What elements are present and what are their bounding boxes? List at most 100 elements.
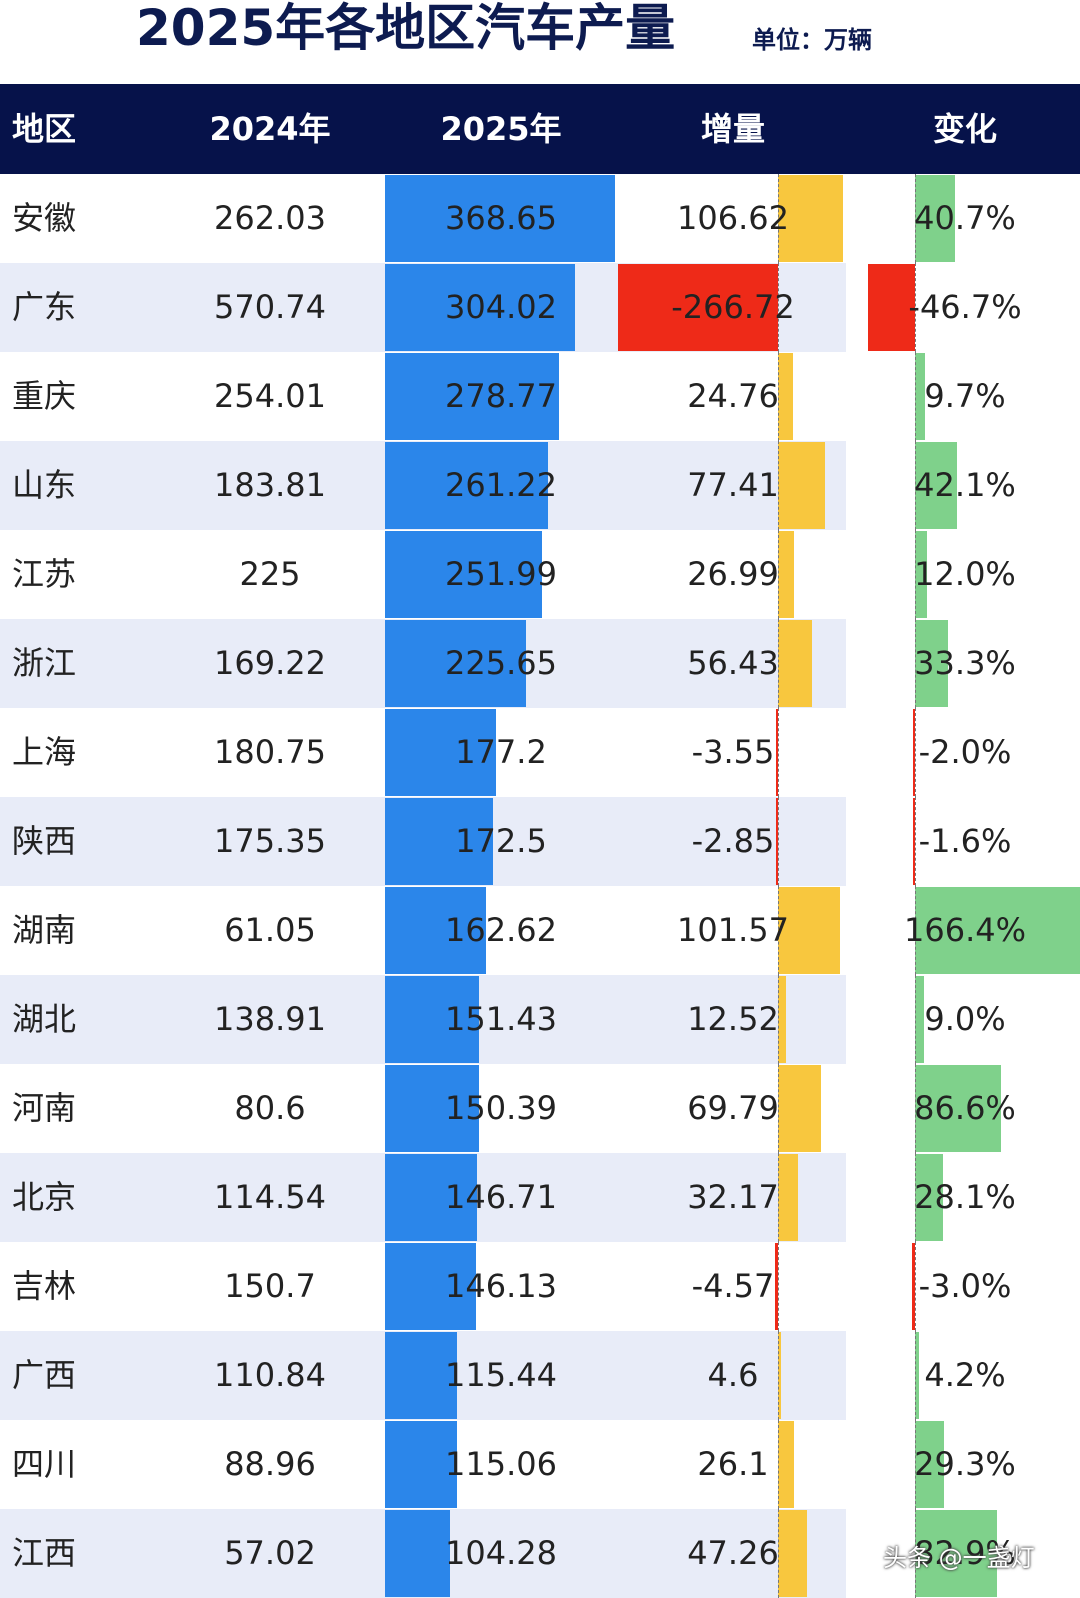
change-cell: 9.7% — [924, 377, 1006, 415]
increase-cell: 26.1 — [697, 1445, 769, 1483]
region-cell: 浙江 — [12, 644, 77, 682]
region-cell: 广东 — [12, 288, 77, 326]
change-cell: 86.6% — [914, 1089, 1016, 1127]
table-row: 山东 183.81 261.22 77.41 42.1% — [0, 441, 1080, 530]
region-cell: 山东 — [12, 466, 77, 504]
value-2024-cell: 570.74 — [214, 288, 326, 326]
increase-axis-line — [778, 1420, 779, 1509]
bar-increase — [778, 1332, 781, 1419]
change-axis-line — [915, 1153, 916, 1242]
bar-increase — [618, 264, 778, 351]
change-cell: -3.0% — [918, 1267, 1012, 1305]
region-cell: 北京 — [12, 1178, 77, 1216]
bar-2025 — [385, 175, 615, 262]
change-cell: -1.6% — [918, 822, 1012, 860]
bar-2025 — [385, 798, 493, 885]
bar-2025 — [385, 620, 526, 707]
value-2025-cell: 146.13 — [445, 1267, 557, 1305]
value-2025-cell: 162.62 — [445, 911, 557, 949]
increase-axis-line — [778, 619, 779, 708]
bar-increase — [778, 1510, 807, 1597]
increase-axis-line — [778, 530, 779, 619]
change-axis-line — [915, 1064, 916, 1153]
value-2024-cell: 175.35 — [214, 822, 326, 860]
bar-increase — [778, 531, 795, 618]
region-cell: 江西 — [12, 1534, 77, 1572]
increase-cell: 32.17 — [687, 1178, 779, 1216]
increase-cell: 26.99 — [687, 555, 779, 593]
value-2025-cell: 261.22 — [445, 466, 557, 504]
value-2025-cell: 251.99 — [445, 555, 557, 593]
value-2024-cell: 254.01 — [214, 377, 326, 415]
bar-change — [868, 264, 915, 351]
increase-cell: 12.52 — [687, 1000, 779, 1038]
table-row: 浙江 169.22 225.65 56.43 33.3% — [0, 619, 1080, 708]
watermark: 头条 @一盏灯 — [883, 1544, 1035, 1572]
table-row: 上海 180.75 177.2 -3.55 -2.0% — [0, 708, 1080, 797]
increase-cell: -266.72 — [671, 288, 795, 326]
value-2024-cell: 114.54 — [214, 1178, 326, 1216]
change-axis-line — [915, 441, 916, 530]
bar-2025 — [385, 1421, 457, 1508]
bar-increase — [778, 976, 786, 1063]
region-cell: 湖北 — [12, 1000, 77, 1038]
increase-cell: 101.57 — [677, 911, 789, 949]
change-cell: 82.9% — [914, 1534, 1016, 1572]
increase-axis-line — [778, 1153, 779, 1242]
region-cell: 陕西 — [12, 822, 77, 860]
table-row: 安徽 262.03 368.65 106.62 40.7% — [0, 174, 1080, 263]
change-axis-line — [915, 1331, 916, 1420]
bar-2025 — [385, 1510, 451, 1597]
increase-cell: 69.79 — [687, 1089, 779, 1127]
value-2025-cell: 177.2 — [455, 733, 547, 771]
increase-axis-line — [778, 886, 779, 975]
increase-axis-line — [778, 1331, 779, 1420]
value-2024-cell: 61.05 — [224, 911, 316, 949]
increase-cell: 24.76 — [687, 377, 779, 415]
increase-axis-line — [778, 1509, 779, 1598]
value-2024-cell: 169.22 — [214, 644, 326, 682]
change-cell: 12.0% — [914, 555, 1016, 593]
change-axis-line — [915, 975, 916, 1064]
bar-2025 — [385, 1154, 477, 1241]
bar-change — [915, 1065, 1001, 1152]
increase-cell: 4.6 — [707, 1356, 759, 1394]
region-cell: 上海 — [12, 733, 77, 771]
change-axis-line — [915, 619, 916, 708]
increase-cell: 77.41 — [687, 466, 779, 504]
increase-cell: 47.26 — [687, 1534, 779, 1572]
bar-increase — [778, 175, 843, 262]
header-change: 变化 — [932, 110, 997, 148]
table-row: 广西 110.84 115.44 4.6 4.2% — [0, 1331, 1080, 1420]
region-cell: 四川 — [12, 1445, 77, 1483]
value-2024-cell: 183.81 — [214, 466, 326, 504]
bar-change — [913, 798, 915, 885]
table-row: 北京 114.54 146.71 32.17 28.1% — [0, 1153, 1080, 1242]
table-row: 四川 88.96 115.06 26.1 29.3% — [0, 1420, 1080, 1509]
value-2025-cell: 104.28 — [445, 1534, 557, 1572]
page-title: 2025年各地区汽车产量 — [136, 0, 676, 57]
table-row: 广东 570.74 304.02 -266.72 -46.7% — [0, 263, 1080, 352]
header-increase: 增量 — [700, 110, 765, 148]
value-2024-cell: 150.7 — [224, 1267, 316, 1305]
bar-change — [915, 442, 957, 529]
value-2025-cell: 225.65 — [445, 644, 557, 682]
change-axis-line — [915, 530, 916, 619]
bar-increase — [776, 798, 778, 885]
region-cell: 广西 — [12, 1356, 77, 1394]
increase-cell: 56.43 — [687, 644, 779, 682]
change-cell: 4.2% — [924, 1356, 1006, 1394]
value-2025-cell: 278.77 — [445, 377, 557, 415]
change-cell: 9.0% — [924, 1000, 1006, 1038]
value-2025-cell: 368.65 — [445, 199, 557, 237]
table-row: 江苏 225 251.99 26.99 12.0% — [0, 530, 1080, 619]
value-2024-cell: 180.75 — [214, 733, 326, 771]
increase-axis-line — [778, 1064, 779, 1153]
increase-axis-line — [778, 1242, 779, 1331]
bar-change — [912, 709, 915, 796]
change-axis-line — [915, 797, 916, 886]
bar-change — [915, 1421, 945, 1508]
increase-axis-line — [778, 797, 779, 886]
bar-change — [915, 1332, 920, 1419]
value-2025-cell: 304.02 — [445, 288, 557, 326]
